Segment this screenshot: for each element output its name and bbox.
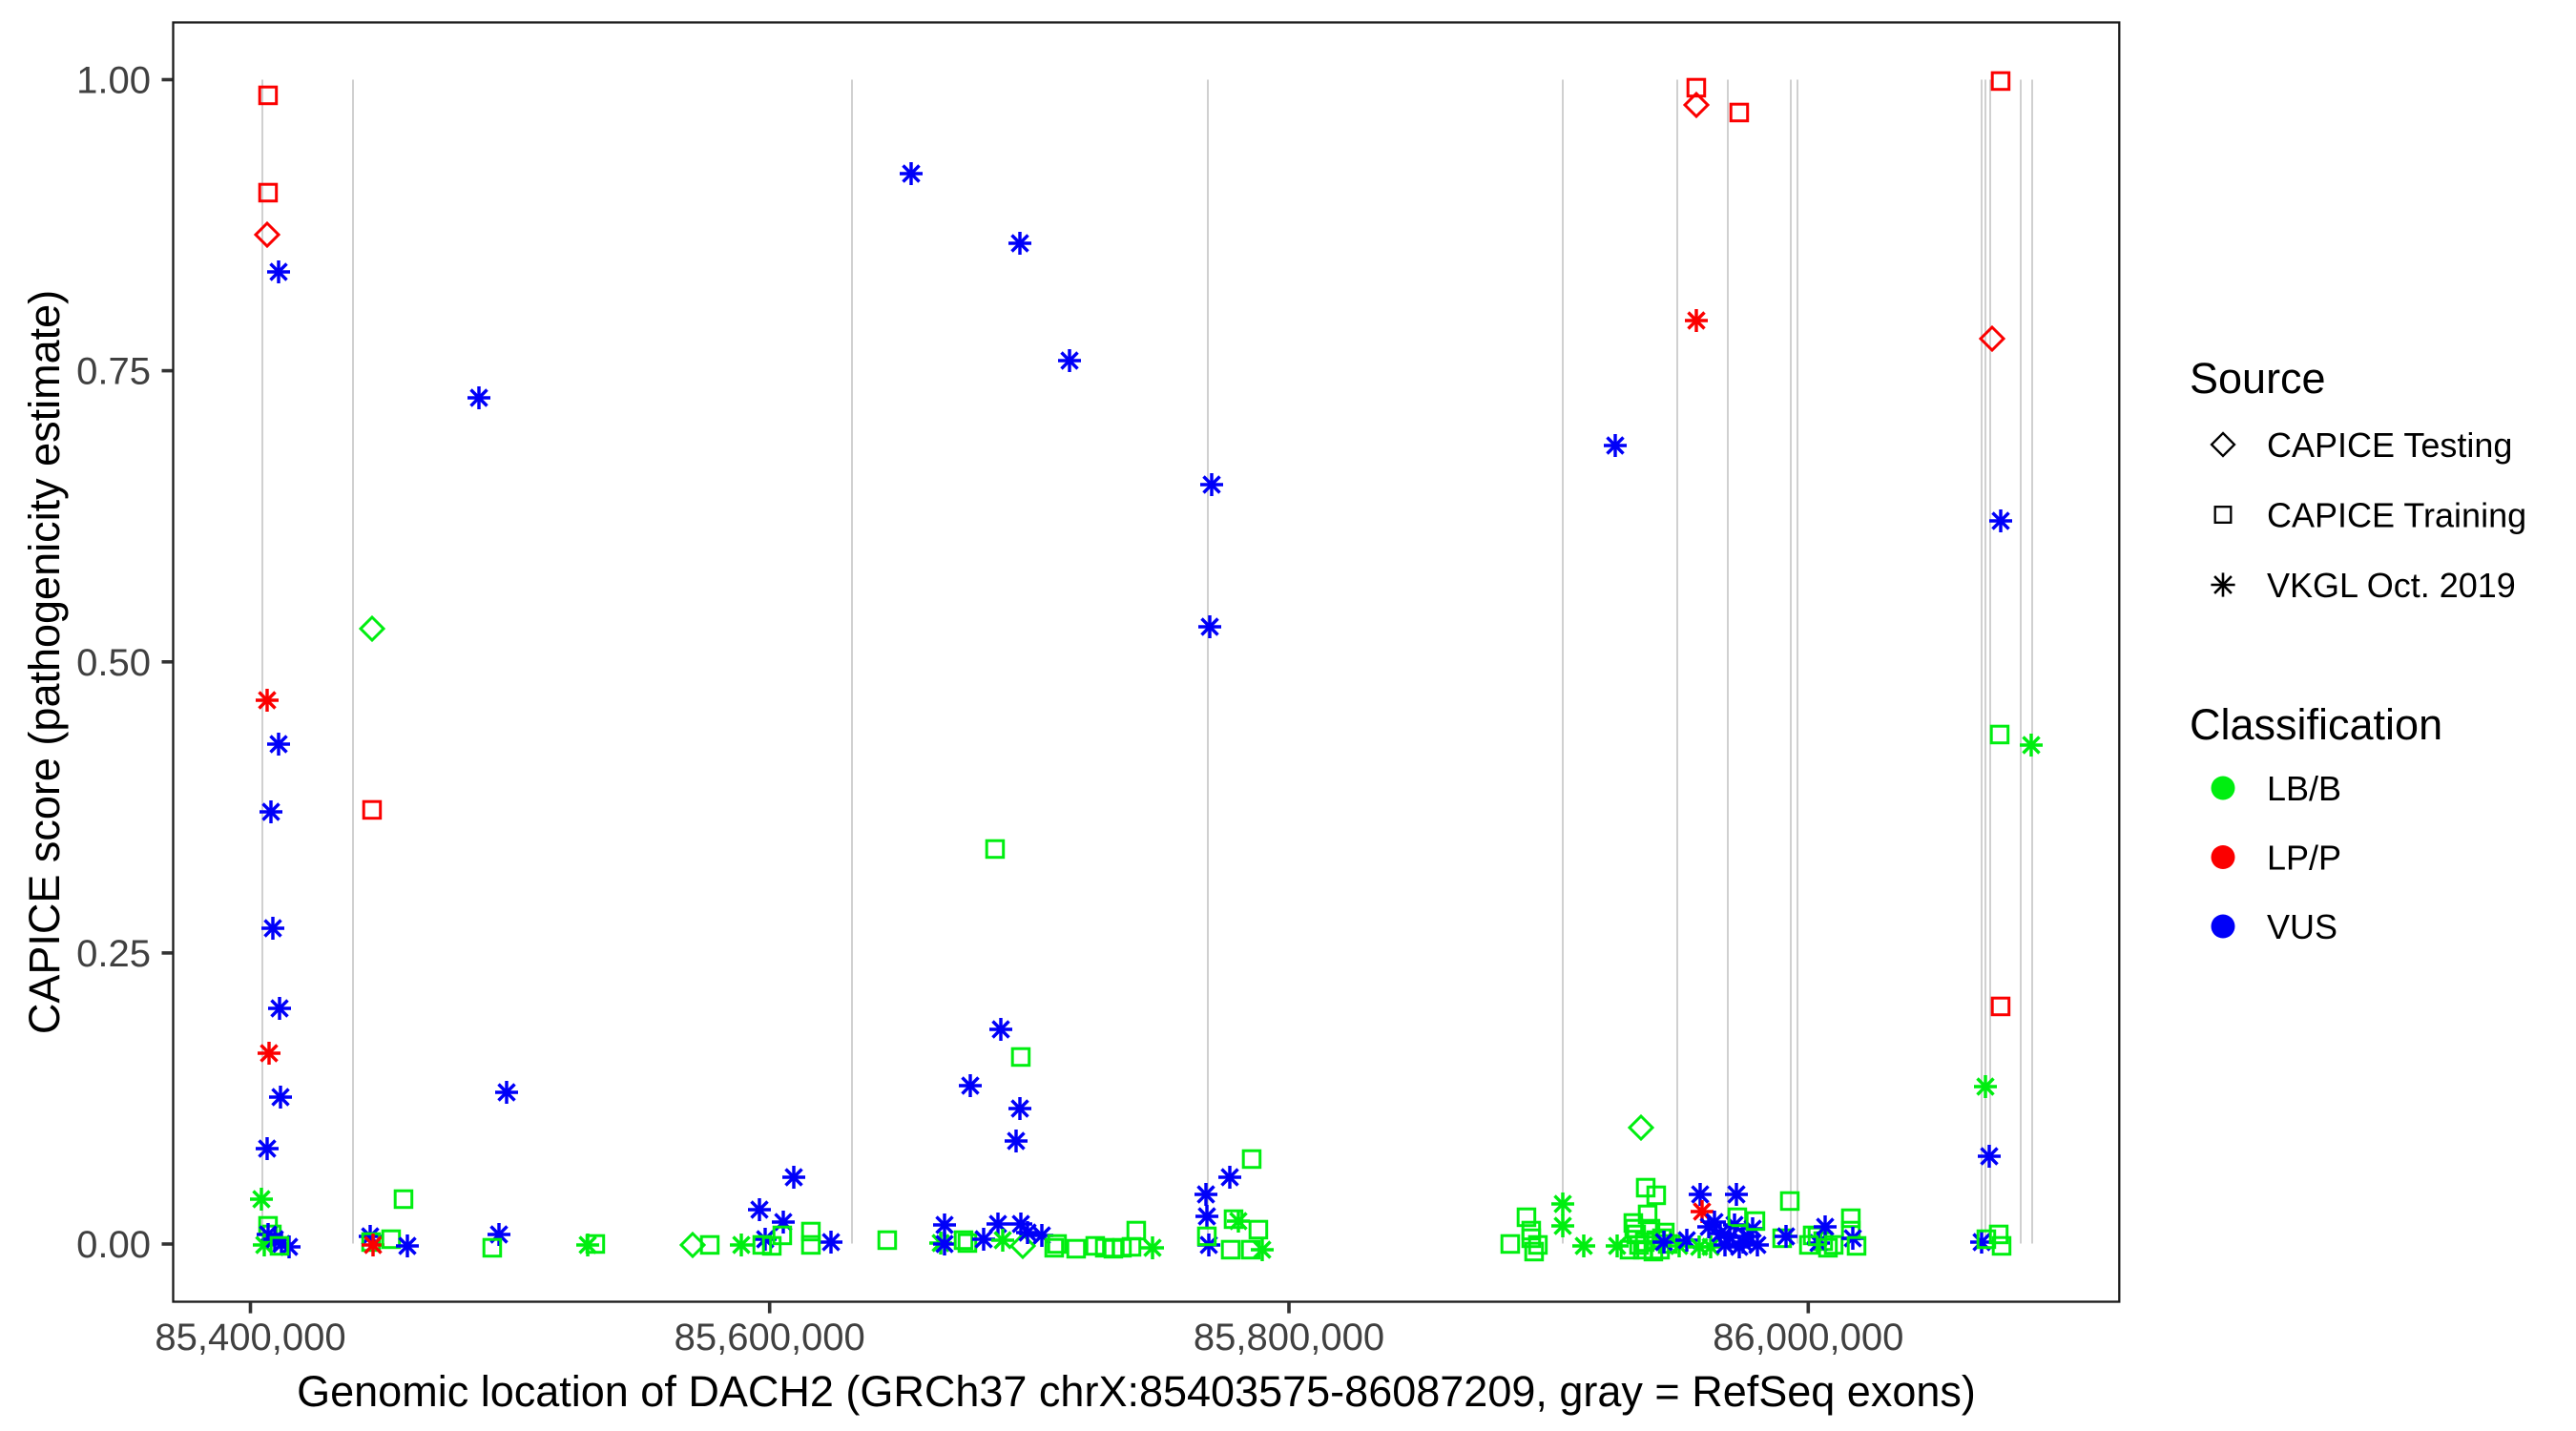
svg-text:85,400,000: 85,400,000 [155,1317,345,1358]
svg-text:CAPICE Testing: CAPICE Testing [2267,425,2512,465]
svg-text:Classification: Classification [2190,700,2442,749]
svg-text:0.50: 0.50 [76,642,151,684]
svg-text:0.75: 0.75 [76,351,151,393]
svg-text:VKGL Oct. 2019: VKGL Oct. 2019 [2267,566,2516,605]
svg-text:86,000,000: 86,000,000 [1713,1317,1903,1358]
svg-text:LB/B: LB/B [2267,769,2341,808]
svg-text:Genomic location of DACH2 (GRC: Genomic location of DACH2 (GRCh37 chrX:8… [297,1367,1976,1416]
svg-text:85,600,000: 85,600,000 [675,1317,865,1358]
svg-text:Source: Source [2190,354,2326,403]
svg-text:0.25: 0.25 [76,933,151,975]
svg-text:CAPICE score (pathogenicity es: CAPICE score (pathogenicity estimate) [20,290,69,1034]
svg-text:85,800,000: 85,800,000 [1194,1317,1384,1358]
svg-text:LP/P: LP/P [2267,839,2341,878]
svg-text:1.00: 1.00 [76,60,151,102]
svg-text:CAPICE Training: CAPICE Training [2267,496,2526,535]
svg-text:0.00: 0.00 [76,1224,151,1266]
svg-text:VUS: VUS [2267,907,2337,946]
